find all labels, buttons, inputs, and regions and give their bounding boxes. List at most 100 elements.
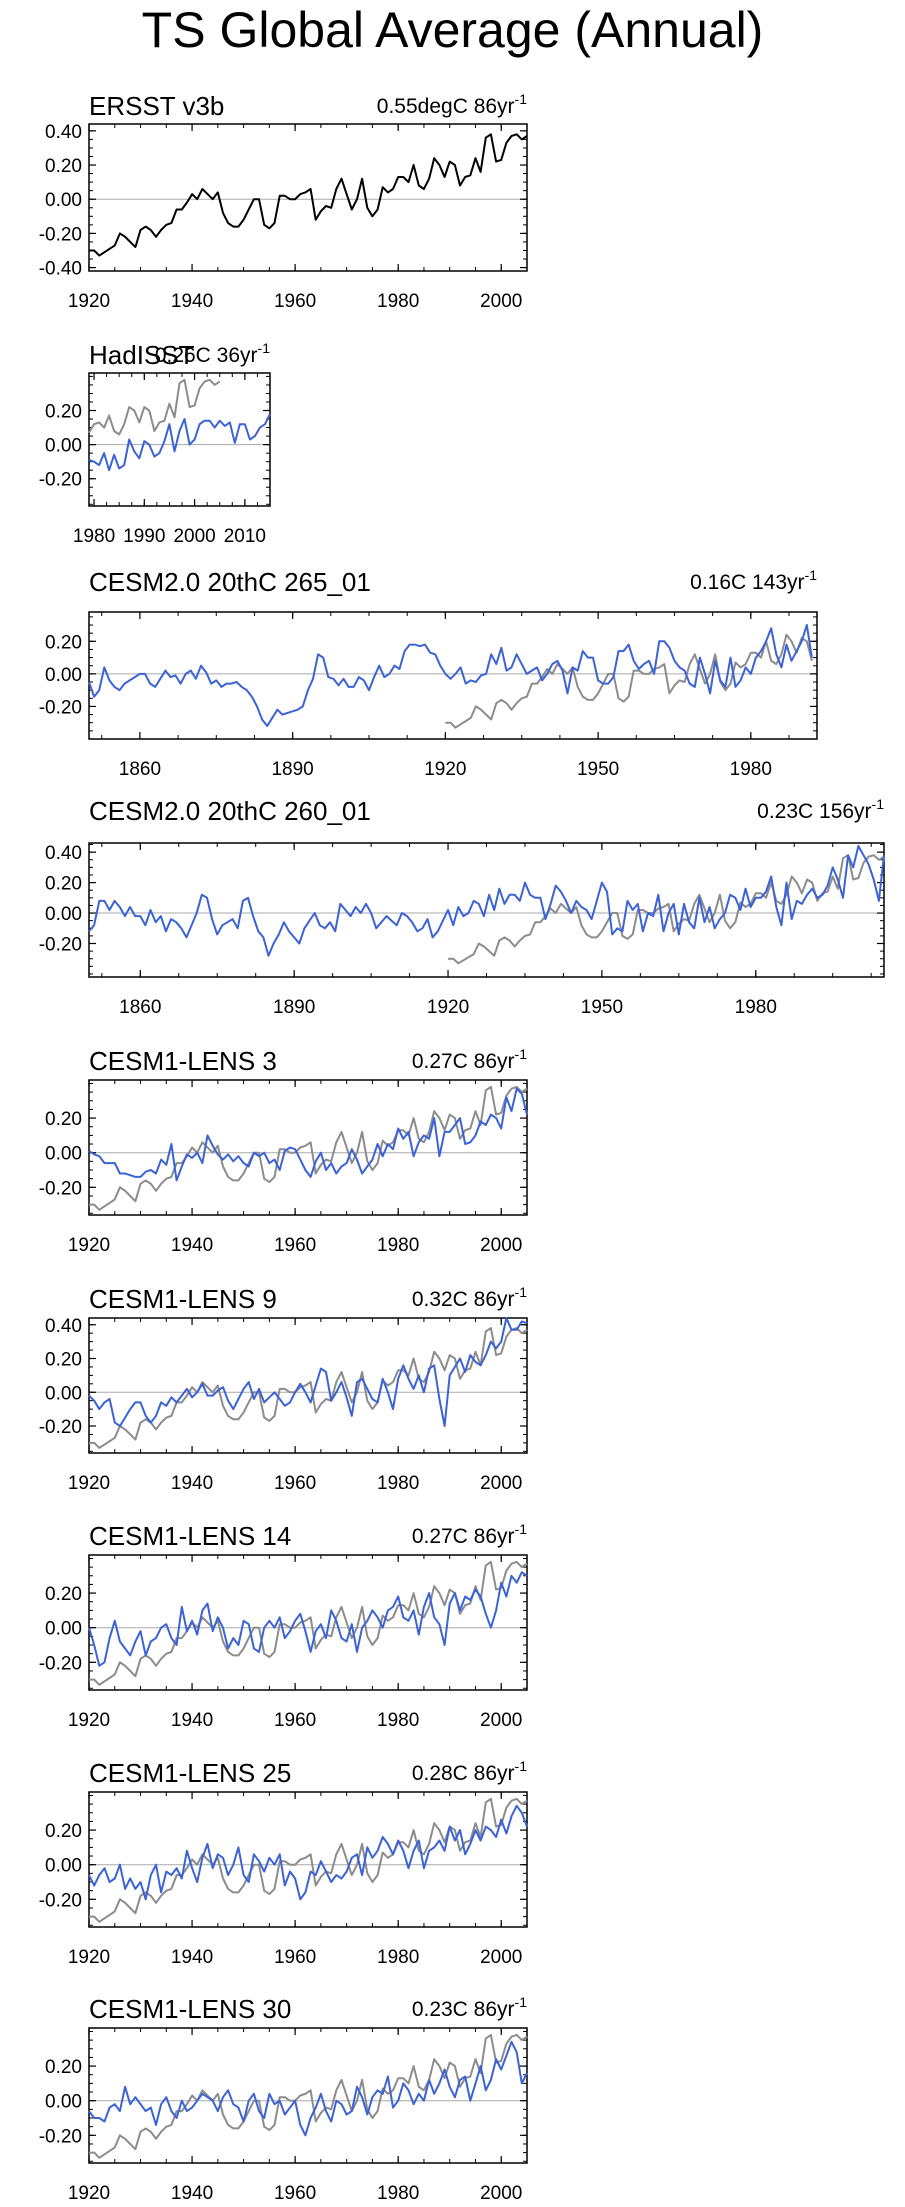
x-tick-label: 1920 xyxy=(68,1235,110,1256)
trend-unit-superscript: -1 xyxy=(515,1994,528,2010)
y-tick-label: 0.00 xyxy=(45,190,82,211)
series-line-reference xyxy=(89,1327,528,1449)
x-tick-label: 1920 xyxy=(427,997,469,1018)
trend-unit-superscript: -1 xyxy=(515,91,528,107)
trend-unit-superscript: -1 xyxy=(515,1758,528,1774)
x-tick-label: 1960 xyxy=(274,2183,316,2204)
x-tick-label: 1940 xyxy=(171,1473,213,1494)
series-line-model xyxy=(88,624,813,727)
plot-frame xyxy=(88,1079,528,1216)
x-tick-label: 1960 xyxy=(274,1947,316,1968)
y-tick-label: 0.20 xyxy=(45,1109,82,1130)
trend-value: 0.23C 86yr xyxy=(412,1998,515,2021)
panel-trend-label: 0.23C 86yr-1 xyxy=(412,1994,527,2021)
trend-value: 0.32C 86yr xyxy=(412,1288,515,1311)
y-tick-label: 0.40 xyxy=(45,843,82,864)
x-tick-label: 2000 xyxy=(480,1235,522,1256)
x-tick-label: 1940 xyxy=(171,2183,213,2204)
plot-frame xyxy=(88,611,818,740)
y-tick-label: 0.20 xyxy=(45,2057,82,2078)
y-tick-label: 0.20 xyxy=(45,874,82,895)
x-tick-label: 1950 xyxy=(581,997,623,1018)
x-tick-label: 2000 xyxy=(480,2183,522,2204)
y-tick-label: 0.00 xyxy=(45,1383,82,1404)
y-tick-label: -0.20 xyxy=(39,1653,82,1674)
x-tick-label: 1920 xyxy=(68,1947,110,1968)
series-line-model xyxy=(88,1571,528,1667)
chart-panel-3: -0.20 0.00 0.20 1860 1890 1920 1950 1980 CESM2.0… xyxy=(39,567,818,780)
y-tick-label: 0.40 xyxy=(45,122,82,143)
trend-unit-superscript: -1 xyxy=(258,340,271,356)
panel-title: CESM1-LENS 30 xyxy=(89,1994,291,2024)
y-tick-label: -0.20 xyxy=(39,1178,82,1199)
trend-value: 0.26C 36yr xyxy=(155,344,258,367)
x-tick-label: 2000 xyxy=(480,1710,522,1731)
series-line-reference xyxy=(89,1085,528,1211)
y-tick-label: 0.20 xyxy=(45,1350,82,1371)
x-tick-label: 1950 xyxy=(577,759,619,780)
panel-title: CESM1-LENS 25 xyxy=(89,1758,291,1788)
series-line-model xyxy=(88,413,271,472)
plot-frame xyxy=(88,123,528,272)
panel-title: CESM2.0 20thC 260_01 xyxy=(89,796,371,826)
panel-title: CESM1-LENS 3 xyxy=(89,1046,277,1076)
chart-panel-6: -0.20 0.00 0.20 0.40 1920 1940 1960 1980 2000 CES… xyxy=(39,1284,528,1494)
y-tick-label: -0.40 xyxy=(39,259,82,280)
chart-panel-4: -0.20 0.00 0.20 0.40 1860 1890 1920 1950 1980 CES… xyxy=(39,796,885,1018)
panel-trend-label: 0.28C 86yr-1 xyxy=(412,1758,527,1785)
chart-panel-8: -0.20 0.00 0.20 1920 1940 1960 1980 2000 CESM1-L… xyxy=(39,1758,528,1968)
y-tick-label: 0.20 xyxy=(45,156,82,177)
series-line-model xyxy=(88,1804,528,1901)
y-tick-label: -0.20 xyxy=(39,935,82,956)
x-tick-label: 1980 xyxy=(377,1710,419,1731)
x-tick-label: 2000 xyxy=(173,526,215,547)
trend-value: 0.27C 86yr xyxy=(412,1525,515,1548)
series-line-reference xyxy=(88,378,221,436)
x-tick-label: 1980 xyxy=(377,291,419,312)
panel-trend-label: 0.55degC 86yr-1 xyxy=(377,91,527,118)
x-tick-label: 1860 xyxy=(119,997,161,1018)
panel-trend-label: 0.26C 36yr-1 xyxy=(155,340,270,367)
series-line-reference xyxy=(89,2033,528,2159)
x-tick-label: 1980 xyxy=(73,526,115,547)
y-tick-label: 0.00 xyxy=(45,436,82,457)
chart-panel-1: -0.40 -0.20 0.00 0.20 0.40 1920 1940 1960 1980 20… xyxy=(39,91,528,312)
y-tick-label: 0.00 xyxy=(45,665,82,686)
y-tick-label: 0.00 xyxy=(45,1856,82,1877)
panel-title: CESM1-LENS 14 xyxy=(89,1521,291,1551)
y-tick-label: -0.20 xyxy=(39,470,82,491)
y-tick-label: -0.20 xyxy=(39,697,82,718)
series-line-model xyxy=(88,1317,528,1427)
y-tick-label: 0.20 xyxy=(45,1584,82,1605)
x-tick-label: 2000 xyxy=(480,291,522,312)
x-tick-label: 1920 xyxy=(68,291,110,312)
trend-value: 0.28C 86yr xyxy=(412,1762,515,1785)
x-tick-label: 1960 xyxy=(274,1710,316,1731)
x-tick-label: 2000 xyxy=(480,1947,522,1968)
x-tick-label: 1940 xyxy=(171,291,213,312)
series-line-reference xyxy=(445,633,813,729)
x-tick-label: 2010 xyxy=(224,526,266,547)
chart-panel-5: -0.20 0.00 0.20 1920 1940 1960 1980 2000 CESM1-L… xyxy=(39,1046,528,1256)
page-title: TS Global Average (Annual) xyxy=(141,2,764,58)
x-tick-label: 1980 xyxy=(377,2183,419,2204)
panel-title: HadISST xyxy=(89,340,195,370)
trend-value: 0.23C 156yr xyxy=(757,800,871,823)
plot-frame xyxy=(88,842,885,978)
panel-title: CESM2.0 20thC 265_01 xyxy=(89,567,371,597)
x-tick-label: 1990 xyxy=(123,526,165,547)
panel-trend-label: 0.23C 156yr-1 xyxy=(757,796,884,823)
panel-trend-label: 0.16C 143yr-1 xyxy=(690,567,817,594)
x-tick-label: 1980 xyxy=(377,1473,419,1494)
y-tick-label: -0.20 xyxy=(39,224,82,245)
series-line-reference xyxy=(448,854,885,965)
y-tick-label: -0.20 xyxy=(39,1890,82,1911)
plot-frame xyxy=(88,1317,528,1454)
y-tick-label: 0.40 xyxy=(45,1316,82,1337)
y-tick-label: -0.20 xyxy=(39,1417,82,1438)
y-tick-label: 0.00 xyxy=(45,904,82,925)
series-line-reference xyxy=(89,1797,528,1923)
trend-unit-superscript: -1 xyxy=(515,1046,528,1062)
y-tick-label: 0.20 xyxy=(45,1821,82,1842)
